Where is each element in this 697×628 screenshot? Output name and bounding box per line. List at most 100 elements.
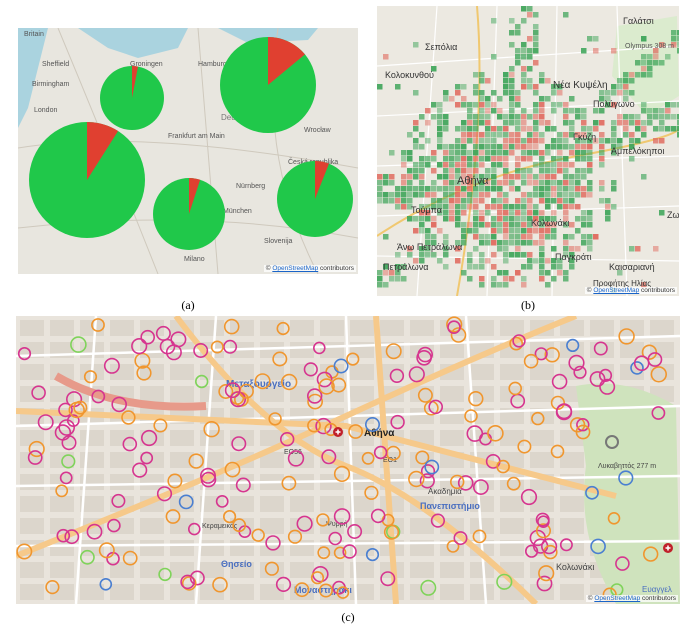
poi-circle[interactable] (188, 522, 201, 536)
poi-circle[interactable] (333, 546, 347, 560)
poi-circle[interactable] (365, 548, 380, 562)
poi-circle[interactable] (111, 396, 127, 413)
poi-circle[interactable] (224, 382, 241, 399)
poi-circle[interactable] (275, 576, 292, 593)
poi-circle[interactable] (180, 574, 195, 590)
poi-circle[interactable] (408, 366, 425, 383)
poi-circle[interactable] (158, 567, 172, 582)
poi-circle[interactable] (607, 512, 621, 525)
poi-circle[interactable] (310, 571, 325, 585)
poi-circle[interactable] (188, 453, 204, 469)
poi-circle[interactable] (348, 424, 363, 439)
poi-circle[interactable] (512, 334, 526, 348)
poi-circle[interactable] (364, 417, 380, 433)
poi-circle[interactable] (61, 454, 76, 469)
poi-circle[interactable] (98, 542, 115, 559)
poi-circle[interactable] (281, 475, 297, 491)
poi-circle[interactable] (132, 462, 148, 478)
poi-circle[interactable] (31, 385, 46, 400)
poi-circle[interactable] (370, 508, 386, 524)
poi-circle[interactable] (599, 378, 616, 395)
poi-circle[interactable] (16, 543, 33, 560)
poi-circle[interactable] (45, 580, 60, 595)
poi-circle[interactable] (424, 459, 440, 475)
poi-circle[interactable] (589, 371, 606, 387)
poi-circle[interactable] (508, 381, 523, 396)
pie-marker[interactable] (29, 122, 145, 238)
poi-circle[interactable] (328, 531, 343, 546)
poi-circle[interactable] (312, 341, 326, 355)
poi-circle[interactable] (419, 473, 435, 489)
poi-circle[interactable] (389, 368, 405, 383)
poi-circle[interactable] (181, 576, 197, 591)
attribution-link[interactable]: OpenStreetMap (593, 287, 640, 294)
poi-circle[interactable] (136, 365, 152, 381)
poi-circle[interactable] (598, 368, 613, 383)
poi-circle[interactable] (215, 494, 229, 508)
poi-circle[interactable] (464, 409, 478, 423)
poi-circle[interactable] (296, 515, 313, 532)
poi-circle[interactable] (551, 373, 568, 390)
poi-circle[interactable] (56, 528, 71, 543)
poi-circle[interactable] (408, 470, 425, 488)
poi-circle[interactable] (140, 329, 155, 345)
poi-circle[interactable] (141, 429, 158, 447)
poi-circle[interactable] (251, 528, 265, 542)
pie-marker[interactable] (220, 37, 316, 133)
poi-circle[interactable] (235, 477, 251, 493)
poi-circle[interactable] (167, 473, 183, 489)
poi-circle[interactable] (268, 412, 282, 426)
poi-circle[interactable] (195, 374, 209, 389)
poi-circle[interactable] (373, 445, 388, 460)
poi-circle[interactable] (331, 377, 347, 393)
poi-circle[interactable] (430, 513, 446, 528)
poi-circle[interactable] (264, 561, 279, 576)
poi-circle[interactable] (80, 549, 95, 565)
poi-circle[interactable] (544, 347, 560, 363)
poi-circle[interactable] (593, 341, 608, 356)
poi-circle[interactable] (420, 579, 437, 596)
poi-circle[interactable] (66, 414, 80, 427)
poi-circle[interactable] (496, 573, 513, 590)
poi-circle[interactable] (333, 508, 351, 525)
poi-circle[interactable] (73, 400, 88, 415)
poi-circle[interactable] (232, 518, 247, 533)
poi-circle[interactable] (224, 461, 241, 478)
poi-circle[interactable] (231, 436, 247, 452)
poi-circle[interactable] (540, 538, 558, 555)
poi-circle[interactable] (450, 327, 467, 343)
poi-circle[interactable] (122, 550, 138, 566)
poi-circle[interactable] (615, 556, 630, 571)
poi-circle[interactable] (68, 401, 85, 419)
poi-circle[interactable] (415, 450, 430, 465)
attribution-link[interactable]: OpenStreetMap (594, 595, 641, 602)
poi-circle[interactable] (342, 544, 357, 559)
poi-circle[interactable] (336, 586, 350, 599)
pie-marker[interactable] (100, 66, 164, 130)
poi-circle[interactable] (210, 340, 224, 354)
poi-circle[interactable] (83, 370, 98, 384)
poi-circle[interactable] (550, 444, 565, 459)
poi-circle[interactable] (568, 354, 585, 372)
poi-circle[interactable] (487, 425, 504, 442)
poi-circle[interactable] (647, 352, 663, 367)
poi-circle[interactable] (537, 515, 550, 528)
poi-circle[interactable] (99, 577, 113, 591)
poi-circle[interactable] (165, 344, 182, 361)
poi-circle[interactable] (642, 546, 659, 562)
poi-circle[interactable] (468, 390, 484, 407)
poi-circle[interactable] (318, 583, 333, 598)
poi-circle[interactable] (91, 318, 105, 332)
poi-circle[interactable] (650, 366, 667, 383)
poi-circle[interactable] (450, 474, 465, 490)
poi-circle[interactable] (333, 465, 351, 482)
poi-circle[interactable] (121, 410, 136, 425)
poi-circle[interactable] (472, 479, 489, 495)
poi-circle[interactable] (303, 362, 318, 377)
poi-circle[interactable] (189, 570, 205, 586)
poi-circle[interactable] (417, 346, 434, 363)
poi-circle[interactable] (641, 344, 658, 360)
poi-circle[interactable] (523, 353, 539, 369)
poi-circle[interactable] (630, 361, 644, 375)
poi-circle[interactable] (333, 358, 349, 374)
